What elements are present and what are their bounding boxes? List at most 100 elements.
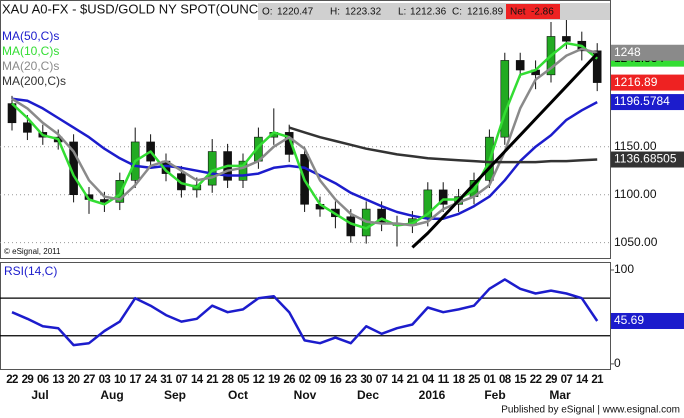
candle-body — [438, 189, 448, 205]
candle-body — [346, 216, 356, 237]
x-tick-label: 25 — [468, 374, 481, 386]
quote-label: L: — [398, 7, 406, 18]
x-tick-label: 03 — [99, 374, 111, 386]
x-tick-label: 21 — [407, 374, 420, 386]
x-tick-label: 06 — [37, 374, 49, 386]
x-tick-label: 20 — [68, 374, 80, 386]
candle-body — [23, 122, 32, 133]
month-label: 2016 — [419, 388, 446, 402]
value-tag — [611, 151, 684, 168]
price-panel — [0, 0, 611, 259]
month-label: Feb — [484, 388, 505, 402]
ma-line — [11, 97, 598, 220]
x-tick-label: 04 — [422, 374, 435, 386]
x-tick-label: 02 — [299, 374, 311, 386]
x-tick-label: 09 — [314, 374, 326, 386]
value-tag-label: 1136.68505 — [614, 152, 677, 166]
y-tick-label: 0 — [614, 356, 621, 370]
candle-body — [500, 60, 510, 138]
quote-value: 1216.89 — [467, 7, 504, 18]
x-tick-label: 13 — [52, 374, 64, 386]
x-tick-label: 27 — [83, 374, 95, 386]
x-tick-label: 29 — [545, 374, 557, 386]
x-tick-label: 10 — [114, 374, 126, 386]
x-tick-label: 11 — [438, 374, 450, 386]
candle-body — [562, 36, 571, 42]
x-tick-label: 15 — [514, 374, 527, 386]
x-tick-label: 31 — [160, 374, 173, 386]
x-tick-label: 28 — [222, 374, 235, 386]
value-tag-label: 1248 — [614, 45, 641, 59]
x-tick-label: 22 — [530, 374, 542, 386]
x-tick-label: 07 — [376, 374, 388, 386]
rsi-panel — [0, 262, 611, 370]
quote-label: H: — [330, 7, 340, 18]
month-label: Sep — [164, 388, 186, 402]
x-tick-label: 17 — [129, 374, 141, 386]
quote-label: O: — [262, 7, 273, 18]
month-label: Dec — [357, 388, 379, 402]
legend-entry: MA(10,C)s — [2, 44, 59, 58]
trendline — [411, 52, 599, 249]
x-tick-label: 22 — [6, 374, 18, 386]
x-tick-label: 19 — [268, 374, 280, 386]
candle-body — [592, 50, 602, 83]
x-tick-label: 07 — [561, 374, 573, 386]
x-tick-label: 12 — [253, 374, 265, 386]
month-label: Aug — [100, 388, 123, 402]
x-tick-label: 24 — [145, 374, 158, 386]
x-tick-label: 14 — [391, 374, 404, 386]
ma-line — [11, 41, 598, 230]
quote-value: 1212.36 — [410, 7, 447, 18]
quote-value: 1220.47 — [277, 7, 314, 18]
net-label: Net — [510, 7, 526, 18]
y-tick-label: 1050.00 — [614, 235, 658, 249]
x-tick-label: 21 — [591, 374, 604, 386]
ma-line — [288, 126, 598, 164]
quote-value: 1223.32 — [345, 7, 382, 18]
month-label: Oct — [228, 388, 248, 402]
x-tick-label: 18 — [453, 374, 466, 386]
candle-body — [238, 160, 248, 181]
x-tick-label: 26 — [283, 374, 295, 386]
value-tag-label: 1196.5784 — [614, 94, 670, 108]
legend-entry: MA(200,C)s — [2, 74, 66, 88]
month-label: Jul — [31, 388, 48, 402]
candle-body — [515, 60, 525, 71]
value-tag-label: 45.69 — [614, 313, 644, 327]
y-tick-label: 1150.00 — [614, 139, 657, 153]
quote-label: C: — [452, 7, 462, 18]
month-label: Mar — [549, 388, 571, 402]
candle-body — [207, 151, 217, 186]
candle-body — [284, 132, 294, 155]
legend-entry: MA(20,C)s — [2, 59, 59, 73]
value-tag — [611, 94, 684, 111]
x-tick-label: 21 — [206, 374, 219, 386]
net-value: -2.86 — [531, 7, 554, 18]
value-tag — [611, 312, 684, 329]
x-tick-label: 05 — [237, 374, 250, 386]
copyright: © eSignal, 2011 — [4, 247, 61, 256]
net-box — [506, 4, 560, 19]
legend-entry: MA(50,C)s — [2, 29, 59, 43]
x-tick-label: 07 — [176, 374, 188, 386]
value-tag — [611, 44, 684, 61]
candle-body — [115, 180, 125, 203]
rsi-line — [11, 278, 599, 347]
x-tick-label: 29 — [22, 374, 34, 386]
plot-layer — [0, 15, 610, 347]
month-label: Nov — [294, 388, 317, 402]
chart-title: XAU A0-FX - $USD/GOLD NY SPOT(OUNC — [2, 1, 258, 16]
x-tick-label: 23 — [345, 374, 357, 386]
x-tick-label: 14 — [191, 374, 204, 386]
footer: Published by eSignal | www.esignal.com — [501, 405, 680, 416]
x-tick-label: 16 — [330, 374, 342, 386]
x-tick-label: 14 — [576, 374, 589, 386]
value-tag-label: 1216.89 — [614, 75, 658, 89]
candle-body — [7, 103, 17, 124]
y-tick-label: 1100.00 — [614, 187, 657, 201]
y-tick-label: 100 — [614, 262, 634, 276]
value-tag — [611, 74, 684, 91]
